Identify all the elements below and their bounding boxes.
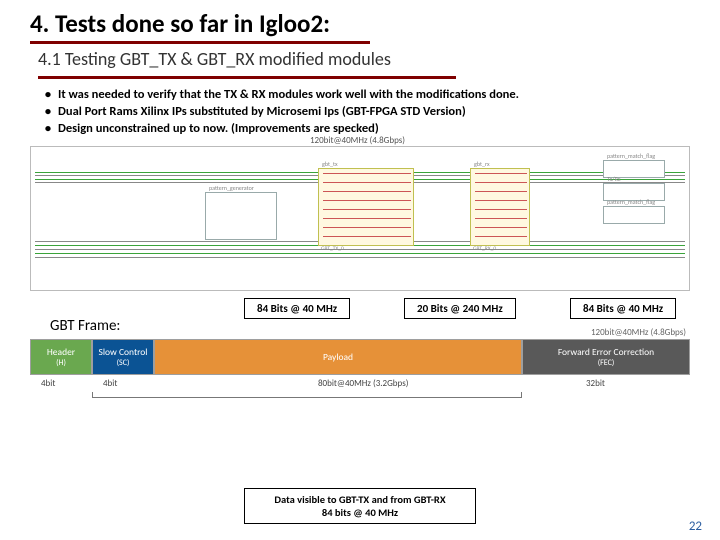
rate-label: 84 Bits @ 40 MHz — [244, 298, 350, 319]
block-label: pattern_generator — [209, 184, 254, 192]
instance-label: GBT_TX_0 — [321, 247, 344, 253]
frame-seg-pl: Payload — [154, 339, 522, 375]
block-gbt_rx: gbt_rxGBT_RX_0 — [470, 168, 530, 246]
block-diagram: 120bit@40MHz (4.8Gbps) pattern_generator… — [30, 146, 690, 291]
block-pattern_gen: pattern_generator — [205, 192, 277, 240]
subtitle: 4.1 Testing GBT_TX & GBT_RX modified mod… — [38, 48, 690, 70]
frame-seg-h: Header(H) — [30, 339, 92, 375]
bullet-item: •It was needed to verify that the TX & R… — [38, 87, 690, 104]
frame-bracket — [92, 397, 522, 403]
block-label: pattern_match_flag — [607, 152, 655, 160]
bullet-text: Dual Port Rams Xilinx IPs substituted by… — [58, 104, 466, 121]
bullet-item: •Dual Port Rams Xilinx IPs substituted b… — [38, 104, 690, 121]
diagram-caption: 120bit@40MHz (4.8Gbps) — [310, 136, 405, 145]
frame-bits-label: 4bit — [103, 378, 117, 389]
block-label: gbt_rx — [474, 160, 490, 168]
block-gbt_tx: gbt_txGBT_TX_0 — [318, 168, 414, 246]
subtitle-underline — [38, 76, 456, 79]
note-line1: Data visible to GBT-TX and from GBT-RX — [255, 493, 465, 506]
bus-line — [35, 249, 685, 250]
block-regC: pattern_match_flag — [603, 206, 665, 224]
slide: 4. Tests done so far in Igloo2: 4.1 Test… — [0, 0, 720, 540]
visibility-note: Data visible to GBT-TX and from GBT-RX 8… — [244, 488, 476, 524]
frame-bits-label: 32bit — [586, 378, 605, 389]
page-number: 22 — [689, 519, 702, 534]
note-line2: 84 bits @ 40 MHz — [255, 506, 465, 519]
block-label: gbt_tx — [322, 160, 338, 168]
frame-caption: 120bit@40MHz (4.8Gbps) — [591, 328, 686, 337]
frame-seg-fec: Forward Error Correction(FEC) — [522, 339, 690, 375]
bus-line — [35, 257, 685, 258]
bus-line — [35, 253, 685, 254]
frame-bits-label: 80bit@40MHz (3.2Gbps) — [318, 378, 408, 389]
frame-seg-sc: Slow Control(SC) — [92, 339, 154, 375]
gbt-frame: 120bit@40MHz (4.8Gbps) Header(H)4bitSlow… — [30, 339, 690, 394]
rate-label: 84 Bits @ 40 MHz — [570, 298, 676, 319]
frame-bits-label: 4bit — [41, 378, 55, 389]
rate-label: 20 Bits @ 240 MHz — [404, 298, 516, 319]
instance-label: GBT_RX_0 — [473, 247, 496, 253]
bullet-list: •It was needed to verify that the TX & R… — [38, 87, 690, 138]
title-underline — [30, 41, 370, 44]
page-title: 4. Tests done so far in Igloo2: — [30, 8, 690, 39]
block-label: Tx/Rx — [607, 175, 620, 183]
block-label: pattern_match_flag — [607, 198, 655, 206]
bullet-text: It was needed to verify that the TX & RX… — [58, 87, 519, 104]
